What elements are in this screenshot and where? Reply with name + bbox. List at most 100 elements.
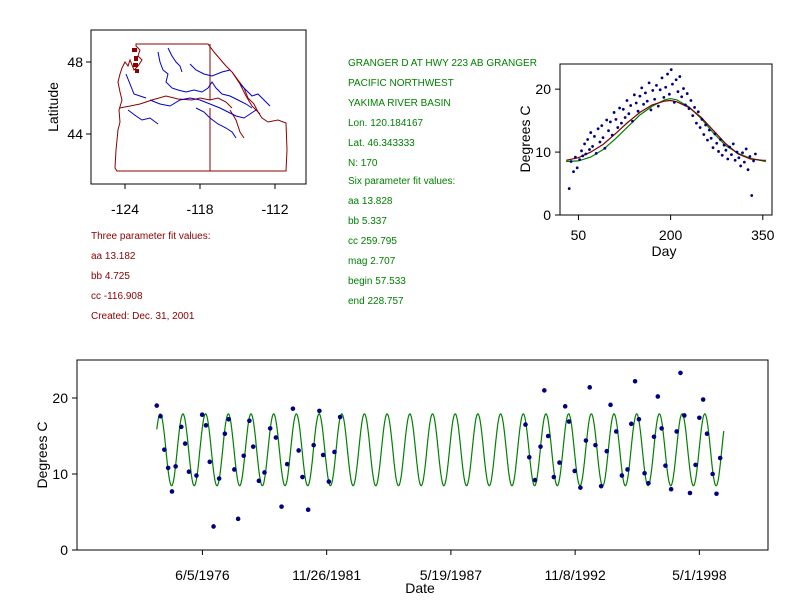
timeseries-y-axis-label: Degrees C [34,422,50,489]
timeseries-point [222,431,228,437]
map-ytick-label: 48 [67,54,83,70]
timeseries-point [173,464,178,469]
seasonal-point [731,142,735,146]
timeseries-xtick-label: 11/26/1981 [292,567,361,583]
timeseries-point [337,414,343,420]
border-mt-detail [231,71,261,115]
seasonal-point [754,152,757,156]
seasonal-point [651,89,655,92]
timeseries-point [562,404,568,409]
timeseries-point [232,467,237,472]
timeseries-point [625,467,630,472]
timeseries-point [668,486,674,492]
timeseries-point [593,442,598,448]
seasonal-point [603,146,607,150]
timeseries-point [203,423,209,428]
seasonal-point [752,159,755,163]
timeseries-point [194,473,199,478]
timeseries-point [583,438,589,443]
seasonal-point [728,145,731,149]
timeseries-point [542,388,547,393]
timeseries-point [226,416,231,422]
seasonal-point [636,109,640,113]
timeseries-point [655,394,661,399]
seasonal-point [730,153,733,157]
timeseries-point [296,448,301,453]
timeseries-point [545,433,551,439]
seasonal-point [618,106,622,110]
river-east [239,83,271,107]
seasonal-point [695,121,698,125]
seasonal-point [711,146,715,150]
seasonal-point [718,138,722,141]
timeseries-x-axis-label: Date [405,580,435,596]
timeseries-xtick-label: 11/8/1992 [544,567,605,583]
seasonal-point [722,143,726,147]
timeseries-point [165,465,171,471]
seasonal-point [629,104,633,107]
timeseries-point [207,459,213,465]
timeseries-point [305,507,311,513]
seasonal-point [625,99,629,102]
timeseries-point [158,413,163,419]
timeseries-point [642,470,647,476]
timeseries-point [247,418,252,424]
timeseries-point [273,435,279,440]
timeseries-fit-line [156,413,725,487]
six-param-begin: begin 57.533 [348,276,406,287]
timeseries-fit-curve [156,413,725,487]
timeseries-point [636,416,642,422]
seasonal-point [664,85,668,89]
station-name: GRANGER D AT HWY 223 AB GRANGER [348,58,537,69]
timeseries-point [557,460,562,465]
timeseries-point [241,453,247,459]
seasonal-point [700,117,704,121]
seasonal-point [620,121,623,125]
timeseries-point [651,434,657,440]
timeseries-ytick-label: 0 [60,542,68,558]
seasonal-point [746,168,750,172]
seasonal-point [713,132,717,136]
timeseries-point [717,455,723,461]
timeseries-xtick-label: 5/1/1998 [672,567,727,583]
seasonal-point [689,99,693,102]
seasonal-point [578,158,582,162]
map-xtick-label: -118 [187,201,214,217]
seasonal-point [741,151,744,155]
timeseries-point [674,429,679,434]
seasonal-point [715,141,719,145]
seasonal-point [709,136,713,140]
seasonal-point [596,127,600,131]
seasonal-point [634,101,638,105]
seasonal-point [589,131,593,134]
seasonal-point [593,134,596,138]
seasonal-point [656,104,660,108]
timeseries-point [604,448,610,454]
map-xtick-label: -124 [111,201,139,217]
timeseries-point [538,444,543,449]
timeseries-point [250,444,256,449]
seasonal-fit-lines [565,97,767,163]
timeseries-point [700,397,706,402]
timeseries-point [169,489,175,494]
seasonal-plot-frame [559,63,773,216]
seasonal-point [724,148,728,152]
timeseries-point [613,429,619,434]
seasonal-point [631,119,634,123]
timeseries-xtick-label: 6/5/1976 [175,567,230,583]
timeseries-point [300,474,305,480]
seasonal-point [671,82,674,86]
seasonal-point [572,170,575,173]
seasonal-point [627,112,631,116]
seasonal-point [666,72,669,76]
sound-mark [135,69,139,73]
seasonal-xtick-label: 350 [751,227,775,243]
seasonal-point [640,86,644,90]
created-date: Created: Dec. 31, 2001 [91,311,195,322]
seasonal-x-axis-label: Day [652,243,677,259]
seasonal-point [667,92,671,96]
timeseries-point [186,469,192,475]
seasonal-point [583,142,586,146]
seasonal-point [600,124,604,128]
sound-mark [132,48,137,52]
